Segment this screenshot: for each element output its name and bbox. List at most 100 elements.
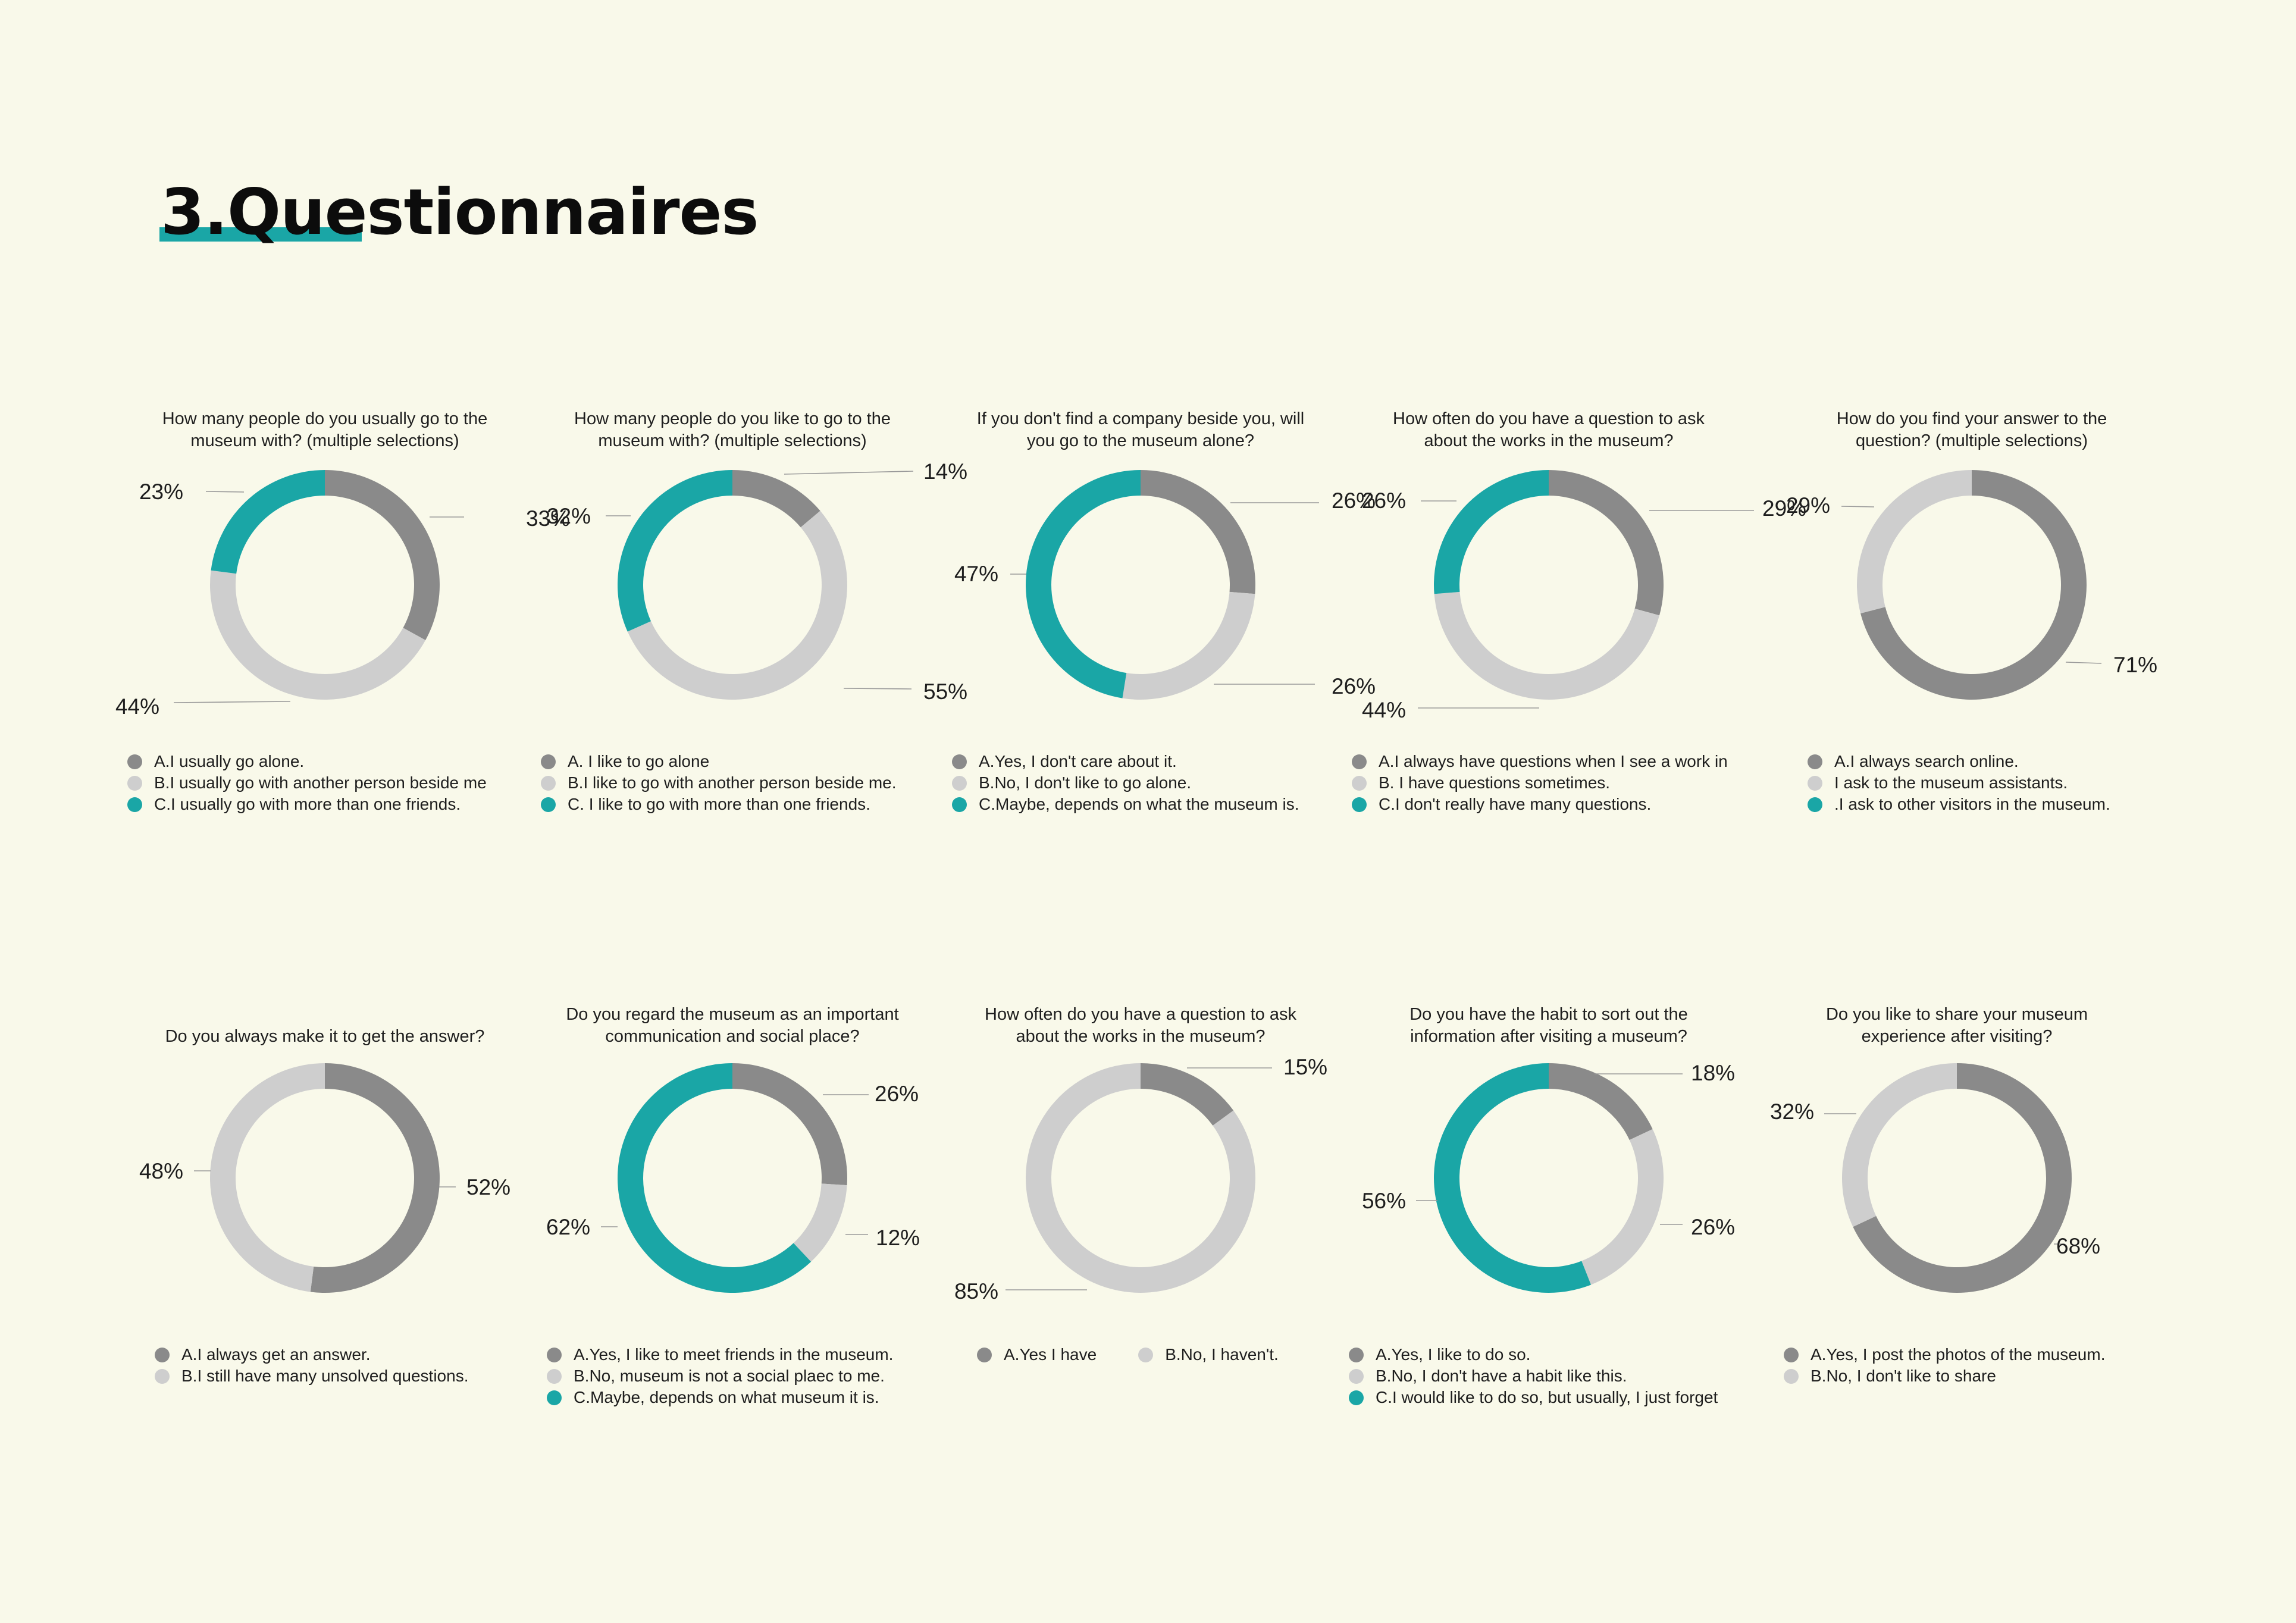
legend-item: B. I have questions sometimes. — [1352, 772, 1744, 794]
donut-slice — [1581, 1129, 1664, 1285]
legend-item: A.Yes, I post the photos of the museum. — [1784, 1344, 2194, 1365]
leader-line — [843, 688, 912, 690]
slice-value-label: 56% — [1362, 1189, 1406, 1213]
legend-label: B.I still have many unsolved questions. — [181, 1367, 469, 1385]
donut-slice — [1026, 470, 1141, 698]
legend-item: A.I usually go alone. — [127, 751, 538, 772]
legend-swatch — [1808, 775, 1822, 791]
legend-item: B.I like to go with another person besid… — [541, 772, 951, 794]
slice-value-label: 29% — [1762, 496, 1806, 521]
donut-slice — [1842, 1063, 1957, 1227]
slice-value-label: 62% — [546, 1215, 590, 1239]
chart-legend: A.Yes, I like to do so. B.No, I don't hav… — [1349, 1344, 1759, 1408]
leader-line — [784, 471, 914, 475]
legend-item: C.I would like to do so, but usually, I … — [1349, 1387, 1759, 1408]
donut-slice — [1141, 1063, 1234, 1126]
legend-label: B.No, museum is not a social plaec to me… — [574, 1367, 885, 1385]
legend-item: A.Yes, I like to meet friends in the mus… — [547, 1344, 957, 1365]
legend-label: A.I usually go alone. — [154, 752, 305, 770]
slice-value-label: 32% — [547, 504, 591, 528]
slice-value-label: 14% — [923, 459, 967, 484]
legend-item: C.Maybe, depends on what museum it is. — [547, 1387, 957, 1408]
donut-chart-8: 15% 85% — [954, 1055, 1327, 1304]
question-text: How do you find your answer to the quest… — [1836, 409, 2107, 450]
donut-chart-3: 26% 26% 47% — [954, 470, 1376, 700]
chart-legend: A.I always get an answer. B.I still have … — [155, 1344, 565, 1387]
legend-swatch — [1138, 1347, 1154, 1362]
donut-slice — [1434, 470, 1549, 594]
legend-label: B.No, I don't like to go alone. — [979, 773, 1192, 792]
slice-value-label: 48% — [139, 1159, 183, 1183]
question-text: Do you have the habit to sort out the in… — [1409, 1005, 1688, 1046]
donut-chart-4: 29% 44% 26% — [1362, 470, 1806, 722]
donut-slice — [1141, 470, 1255, 594]
donut-slice — [1549, 470, 1664, 616]
legend-label: A.Yes I have — [1004, 1345, 1097, 1364]
legend-swatch — [155, 1347, 170, 1362]
donut-slice — [627, 510, 848, 700]
legend-swatch — [1349, 1347, 1364, 1362]
slice-value-label: 32% — [1770, 1099, 1814, 1124]
slice-value-label: 29% — [1786, 493, 1830, 518]
legend-label: .I ask to other visitors in the museum. — [1834, 795, 2110, 813]
legend-item: C.I usually go with more than one friend… — [127, 794, 538, 815]
donut-slice — [325, 470, 440, 640]
legend-item: B.No, I don't like to share — [1784, 1365, 2194, 1387]
legend-swatch — [977, 1347, 992, 1362]
leader-line — [2065, 662, 2102, 664]
donut-slice — [618, 470, 732, 632]
slice-value-label: 52% — [466, 1175, 510, 1199]
chart-legend: A.Yes, I post the photos of the museum. B… — [1784, 1344, 2194, 1387]
slice-value-label: 44% — [1362, 698, 1406, 722]
donut-slice — [617, 1063, 812, 1293]
chart-legend: A. I like to go alone B.I like to go with… — [541, 751, 951, 815]
slice-value-label: 44% — [115, 694, 159, 719]
chart-legend: A.Yes I have B.No, I haven't. — [977, 1344, 1393, 1365]
legend-swatch — [127, 775, 142, 791]
question-text: Do you regard the museum as an important… — [566, 1005, 899, 1046]
legend-item: B.No, museum is not a social plaec to me… — [547, 1365, 957, 1387]
slice-value-label: 26% — [1332, 488, 1376, 513]
legend-item: C. I like to go with more than one frien… — [541, 794, 951, 815]
question-text: How many people do you usually go to the… — [162, 409, 488, 450]
slice-value-label: 68% — [2056, 1234, 2100, 1258]
legend-item: B.No, I don't have a habit like this. — [1349, 1365, 1759, 1387]
legend-label: B.No, I don't like to share — [1811, 1367, 1996, 1385]
legend-label: C.I don't really have many questions. — [1379, 795, 1652, 813]
legend-item: A.Yes, I like to do so. — [1349, 1344, 1759, 1365]
question-text: How often do you have a question to ask … — [985, 1005, 1296, 1046]
chart-legend: A.I always search online. I ask to the mu… — [1808, 751, 2218, 815]
donut-chart-2: 14% 55% 32% — [547, 459, 967, 704]
legend-item: C.Maybe, depends on what the museum is. — [952, 794, 1362, 815]
question-text: How often do you have a question to ask … — [1393, 409, 1705, 450]
legend-item: C.I don't really have many questions. — [1352, 794, 1744, 815]
legend-swatch — [1808, 754, 1822, 769]
slice-value-label: 55% — [923, 679, 967, 704]
chart-legend: A.I usually go alone. B.I usually go with… — [127, 751, 538, 815]
donut-slice — [210, 1063, 325, 1292]
legend-swatch — [155, 1368, 170, 1384]
legend-label: C.Maybe, depends on what museum it is. — [574, 1388, 879, 1406]
donut-chart-1: 33% 44% 23% — [115, 470, 570, 719]
donut-slice — [209, 570, 426, 700]
legend-item: A.I always search online. — [1808, 751, 2218, 772]
chart-legend: A.Yes, I like to meet friends in the mus… — [547, 1344, 957, 1408]
legend-swatch — [127, 754, 142, 769]
slice-value-label: 12% — [876, 1226, 920, 1250]
legend-label: A.I always have questions when I see a w… — [1379, 752, 1728, 770]
question-text: How many people do you like to go to the… — [574, 409, 891, 450]
question-text: Do you like to share your museum experie… — [1825, 1005, 2088, 1046]
legend-label: A.Yes, I like to do so. — [1376, 1345, 1531, 1364]
legend-swatch — [1349, 1368, 1364, 1384]
legend-swatch — [541, 775, 556, 791]
legend-swatch — [952, 797, 967, 812]
legend-label: A.Yes, I like to meet friends in the mus… — [574, 1345, 894, 1364]
slice-value-label: 26% — [1691, 1215, 1735, 1239]
legend-label: C. I like to go with more than one frien… — [568, 795, 870, 813]
legend-swatch — [1808, 797, 1822, 812]
legend-item: B.I usually go with another person besid… — [127, 772, 538, 794]
chart-legend: A.Yes, I don't care about it. B.No, I don… — [952, 751, 1362, 815]
legend-item: .I ask to other visitors in the museum. — [1808, 794, 2218, 815]
question-text: Do you always make it to get the answer? — [165, 1027, 485, 1046]
